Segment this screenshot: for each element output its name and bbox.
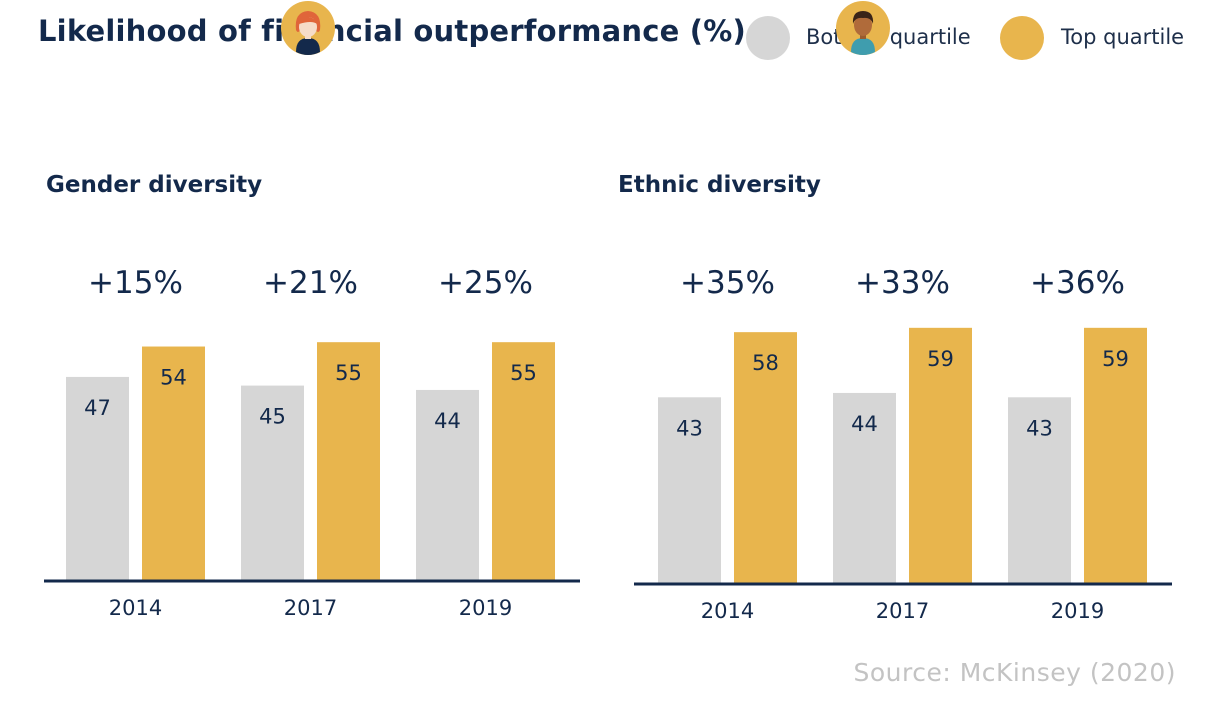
panel-title-ethnic: Ethnic diversity [618,172,821,198]
data-label-2019-bottom: 43 [1026,416,1053,440]
legend-swatch-top [1000,16,1044,60]
data-label-2017-top: 59 [927,347,954,371]
annotation-2019: +36% [1030,265,1125,301]
bar-2017-top [909,327,972,584]
panel-title-gender: Gender diversity [46,172,263,198]
bar-2014-top [734,332,797,584]
tick-label-2019: 2019 [1051,599,1104,623]
bar-2014-bottom [658,397,721,584]
data-label-2019-top: 55 [510,361,537,385]
bar-2017-bottom [833,392,896,584]
data-label-2017-top: 55 [335,361,362,385]
bar-2014-top [142,346,205,581]
bar-2019-top [492,342,555,581]
annotation-2017: +21% [263,265,358,301]
data-label-2014-top: 54 [160,366,187,390]
tick-label-2017: 2017 [876,599,929,623]
tick-label-2017: 2017 [284,596,337,620]
data-label-2014-bottom: 43 [676,416,703,440]
bar-2019-bottom [416,389,479,581]
data-label-2019-bottom: 44 [434,409,461,433]
bar-2017-top [317,342,380,581]
gender-diversity-plot: 47 54 2014 +15% 45 55 2017 +21% 44 55 2019 +25% [44,265,580,620]
source-note: Source: McKinsey (2020) [853,658,1176,687]
legend-swatch-bottom [746,16,790,60]
annotation-2014: +35% [680,265,775,301]
bar-2019-top [1084,327,1147,584]
chart-title: Likelihood of financial outperformance (… [38,14,746,48]
data-label-2017-bottom: 44 [851,412,878,436]
data-label-2019-top: 59 [1102,347,1129,371]
woman-avatar-icon [281,1,335,55]
bar-2017-bottom [241,385,304,581]
tick-label-2019: 2019 [459,596,512,620]
data-label-2017-bottom: 45 [259,405,286,429]
data-label-2014-top: 58 [752,351,779,375]
annotation-2019: +25% [438,265,533,301]
annotation-2017: +33% [855,265,950,301]
bar-2019-bottom [1008,397,1071,584]
annotation-2014: +15% [88,265,183,301]
bar-2014-bottom [66,376,129,581]
tick-label-2014: 2014 [701,599,754,623]
tick-label-2014: 2014 [109,596,162,620]
ethnic-diversity-plot: 43 58 2014 +35% 44 59 2017 +33% 43 59 2019 +36% [634,265,1172,623]
gender-diversity-chart: Gender diversity 47 54 2014 +15% 45 55 2017 +21… [0,0,600,704]
data-label-2014-bottom: 47 [84,396,111,420]
man-avatar-icon [836,1,890,55]
legend-label-top: Top quartile [1061,25,1185,49]
ethnic-diversity-chart: Ethnic diversity 43 58 2014 +35% 44 59 2017 +33… [592,0,1192,704]
